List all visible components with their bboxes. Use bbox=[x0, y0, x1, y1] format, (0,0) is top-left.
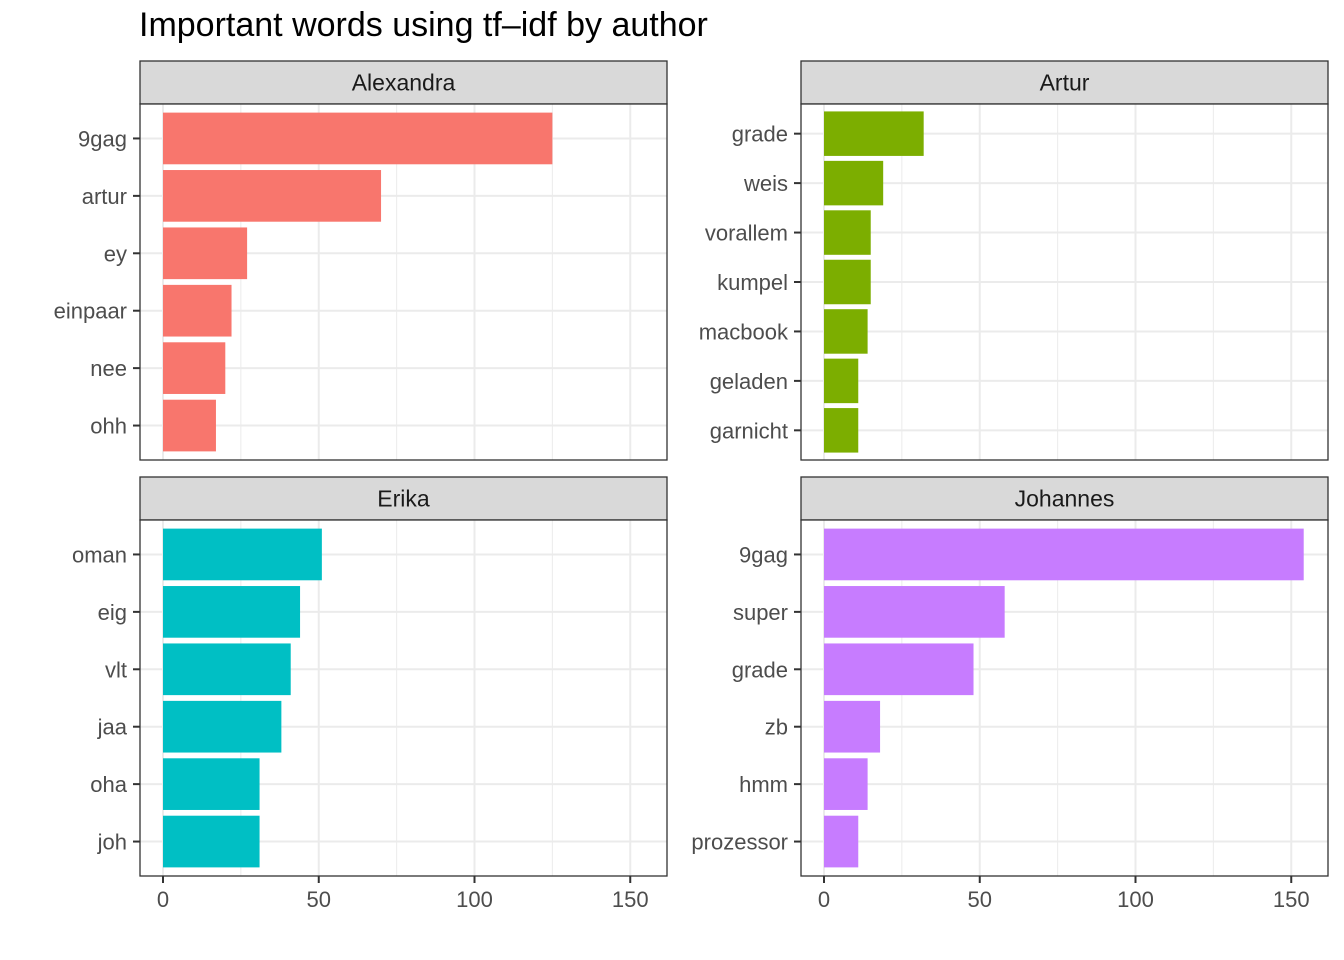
bar-alexandra-9gag bbox=[163, 112, 553, 165]
bar-erika-jaa bbox=[163, 700, 282, 753]
y-tick-label-ohh: ohh bbox=[90, 414, 127, 439]
y-tick-label-vorallem: vorallem bbox=[705, 221, 788, 246]
bar-johannes-9gag bbox=[824, 528, 1304, 581]
y-tick-label-joh: joh bbox=[97, 830, 127, 855]
panel-border-erika bbox=[139, 519, 668, 877]
bar-alexandra-ohh bbox=[163, 399, 216, 452]
x-tick-label: 100 bbox=[1117, 887, 1154, 912]
bar-johannes-hmm bbox=[824, 758, 868, 810]
facet-strip-artur bbox=[800, 60, 1329, 105]
x-tick-label: 50 bbox=[307, 887, 331, 912]
y-tick-label-kumpel: kumpel bbox=[717, 270, 788, 295]
y-tick-label-hmm: hmm bbox=[739, 772, 788, 797]
bar-johannes-prozessor bbox=[824, 815, 859, 868]
y-tick-label-grade: grade bbox=[732, 657, 788, 682]
panel-border-artur bbox=[800, 103, 1329, 461]
panel-border-johannes bbox=[800, 519, 1329, 877]
facet-label-erika: Erika bbox=[377, 486, 430, 512]
y-tick-label-vlt: vlt bbox=[105, 657, 127, 682]
y-tick-label-9gag: 9gag bbox=[739, 542, 788, 567]
y-tick-label-geladen: geladen bbox=[710, 369, 788, 394]
chart-title: Important words using tf–idf by author bbox=[139, 6, 708, 44]
y-tick-label-grade: grade bbox=[732, 122, 788, 147]
facet-label-artur: Artur bbox=[1040, 70, 1090, 96]
y-tick-label-oha: oha bbox=[90, 772, 127, 797]
bar-erika-oha bbox=[163, 758, 260, 810]
x-tick-label: 0 bbox=[157, 887, 169, 912]
x-tick-label: 50 bbox=[968, 887, 992, 912]
bar-erika-eig bbox=[163, 586, 301, 638]
y-tick-label-prozessor: prozessor bbox=[691, 830, 788, 855]
bar-artur-garnicht bbox=[824, 408, 859, 453]
bar-alexandra-artur bbox=[163, 170, 382, 222]
y-tick-label-artur: artur bbox=[82, 184, 127, 209]
y-tick-label-oman: oman bbox=[72, 542, 127, 567]
bar-artur-macbook bbox=[824, 309, 868, 354]
bar-johannes-zb bbox=[824, 700, 881, 753]
facet-strip-erika bbox=[139, 476, 668, 521]
facet-strip-johannes bbox=[800, 476, 1329, 521]
y-tick-label-super: super bbox=[733, 600, 788, 625]
bar-erika-vlt bbox=[163, 643, 291, 696]
x-tick-label: 150 bbox=[612, 887, 649, 912]
y-tick-label-einpaar: einpaar bbox=[54, 299, 127, 324]
bar-artur-geladen bbox=[824, 358, 859, 404]
x-tick-label: 100 bbox=[456, 887, 493, 912]
facet-label-johannes: Johannes bbox=[1015, 486, 1115, 512]
y-tick-label-ey: ey bbox=[104, 241, 127, 266]
y-tick-label-nee: nee bbox=[90, 356, 127, 381]
bar-artur-vorallem bbox=[824, 210, 871, 255]
bar-artur-grade bbox=[824, 111, 924, 156]
bar-johannes-super bbox=[824, 586, 1005, 638]
bar-johannes-grade bbox=[824, 643, 974, 696]
bar-erika-oman bbox=[163, 528, 322, 581]
y-tick-label-garnicht: garnicht bbox=[710, 418, 788, 443]
y-tick-label-9gag: 9gag bbox=[78, 126, 127, 151]
bar-alexandra-nee bbox=[163, 342, 226, 394]
bar-erika-joh bbox=[163, 815, 260, 868]
y-tick-label-zb: zb bbox=[765, 715, 788, 740]
bar-alexandra-ey bbox=[163, 227, 248, 280]
y-tick-label-eig: eig bbox=[98, 600, 127, 625]
y-tick-label-macbook: macbook bbox=[699, 319, 789, 344]
x-tick-label: 0 bbox=[818, 887, 830, 912]
bar-artur-kumpel bbox=[824, 259, 871, 305]
bar-artur-weis bbox=[824, 160, 884, 206]
panel-border-alexandra bbox=[139, 103, 668, 461]
y-tick-label-jaa: jaa bbox=[97, 715, 128, 740]
facet-strip-alexandra bbox=[139, 60, 668, 105]
bar-alexandra-einpaar bbox=[163, 284, 232, 337]
x-tick-label: 150 bbox=[1273, 887, 1310, 912]
facet-label-alexandra: Alexandra bbox=[352, 70, 456, 96]
y-tick-label-weis: weis bbox=[743, 171, 788, 196]
